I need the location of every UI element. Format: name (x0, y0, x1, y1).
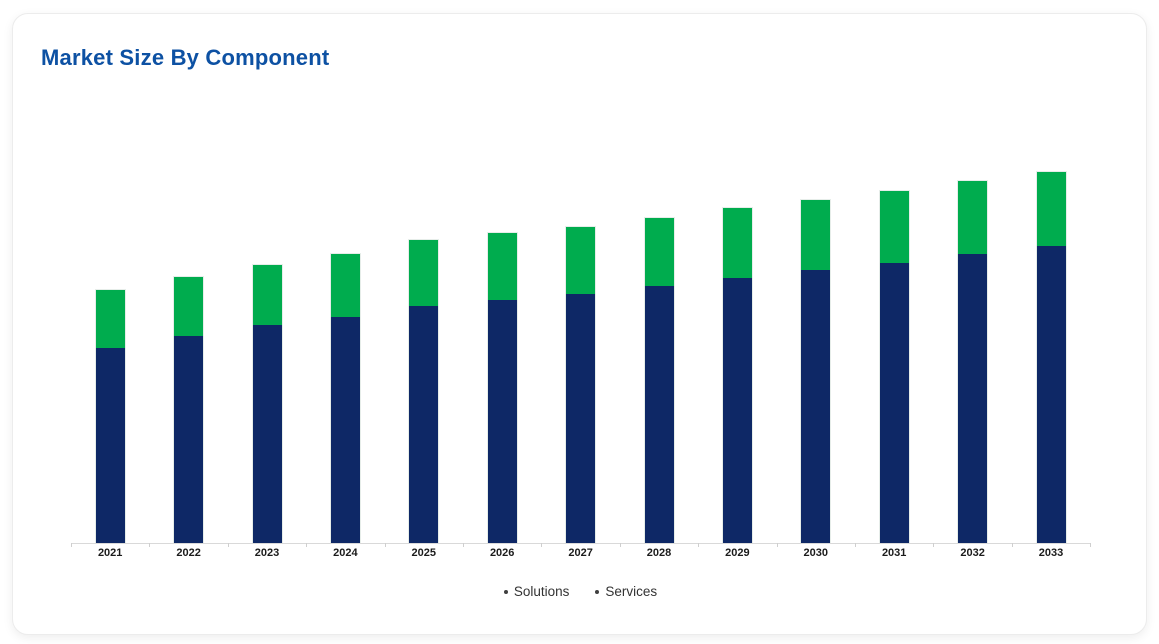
bar-segment-solutions-2031[interactable] (879, 262, 909, 543)
legend-item-services[interactable]: Services (595, 584, 657, 599)
x-axis-tick (1011, 543, 1013, 547)
bar-2031[interactable] (878, 190, 910, 543)
legend-marker-dot (595, 589, 600, 594)
bar-segment-services-2026[interactable] (487, 233, 517, 300)
x-axis-label-2023: 2023 (254, 547, 280, 559)
bar-segment-services-2031[interactable] (879, 191, 909, 263)
bar-segment-solutions-2027[interactable] (566, 293, 596, 543)
bar-segment-solutions-2025[interactable] (409, 305, 439, 543)
x-axis-label-2031: 2031 (881, 547, 907, 559)
bar-segment-services-2033[interactable] (1036, 171, 1066, 246)
x-axis-label-2022: 2022 (176, 547, 201, 559)
bar-2023[interactable] (251, 263, 283, 543)
x-axis-label-2028: 2028 (646, 547, 672, 559)
x-axis-tick (384, 543, 386, 547)
bar-segment-solutions-2022[interactable] (174, 336, 204, 543)
bar-segment-services-2025[interactable] (409, 240, 439, 306)
x-axis-tick (933, 543, 935, 547)
x-axis-tick (1090, 543, 1092, 547)
bar-2030[interactable] (800, 199, 832, 543)
bar-2033[interactable] (1035, 170, 1067, 543)
legend-marker-dot (503, 589, 508, 594)
x-axis-tick (541, 543, 543, 547)
bar-segment-solutions-2023[interactable] (252, 325, 282, 543)
chart-legend: Solutions Services (13, 584, 1148, 599)
bar-segment-services-2021[interactable] (95, 289, 125, 349)
chart-title: Market Size By Component (41, 45, 330, 70)
bar-segment-services-2023[interactable] (252, 264, 282, 326)
x-axis-tick (149, 543, 151, 547)
x-axis-tick (619, 543, 621, 547)
bar-segment-solutions-2024[interactable] (330, 316, 360, 543)
bar-segment-services-2032[interactable] (958, 181, 988, 255)
bar-2021[interactable] (94, 288, 126, 543)
bar-2026[interactable] (486, 232, 518, 543)
bar-2032[interactable] (957, 180, 989, 543)
chart-card: Market Size By Component Solutions Servic… (12, 13, 1147, 635)
x-axis-label-2032: 2032 (960, 547, 985, 559)
bar-2027[interactable] (565, 226, 597, 543)
bar-2028[interactable] (643, 216, 675, 543)
bar-segment-solutions-2032[interactable] (958, 254, 988, 543)
x-axis-tick (306, 543, 308, 547)
x-axis-label-2030: 2030 (803, 547, 829, 559)
bar-segment-solutions-2028[interactable] (644, 285, 674, 543)
bar-segment-solutions-2033[interactable] (1036, 245, 1066, 543)
bar-segment-services-2029[interactable] (722, 208, 752, 278)
bar-segment-services-2027[interactable] (566, 227, 596, 294)
bar-segment-services-2024[interactable] (330, 254, 360, 317)
x-axis-tick (71, 543, 72, 547)
bar-segment-solutions-2030[interactable] (801, 270, 831, 543)
bar-2029[interactable] (721, 207, 753, 543)
x-axis-tick (855, 543, 856, 547)
stacked-bar-chart: Market Size By Component Solutions Servic… (13, 14, 1148, 636)
x-axis-label-2021: 2021 (97, 547, 123, 559)
x-axis-line (71, 543, 1090, 544)
x-axis-label-2025: 2025 (411, 547, 437, 559)
bar-2022[interactable] (173, 275, 205, 543)
x-axis-tick (698, 543, 700, 547)
x-axis-label-2024: 2024 (333, 547, 358, 559)
x-axis-label-2027: 2027 (568, 547, 593, 559)
bar-segment-solutions-2026[interactable] (487, 299, 517, 543)
bar-2024[interactable] (329, 253, 361, 543)
x-axis-tick (227, 543, 229, 547)
x-axis-label-2029: 2029 (725, 547, 750, 559)
bar-segment-solutions-2029[interactable] (722, 277, 752, 543)
x-axis-tick (463, 543, 464, 547)
x-axis-label-2033: 2033 (1038, 547, 1064, 559)
bar-segment-services-2028[interactable] (644, 217, 674, 286)
x-axis-tick (776, 543, 778, 547)
bar-segment-services-2022[interactable] (174, 276, 204, 337)
legend-item-solutions[interactable]: Solutions (503, 584, 570, 599)
bar-2025[interactable] (408, 239, 440, 543)
legend-label: Services (605, 584, 658, 599)
x-axis-label-2026: 2026 (489, 547, 515, 559)
bar-segment-services-2030[interactable] (801, 200, 831, 271)
bar-segment-solutions-2021[interactable] (95, 348, 125, 543)
legend-label: Solutions (513, 584, 570, 599)
